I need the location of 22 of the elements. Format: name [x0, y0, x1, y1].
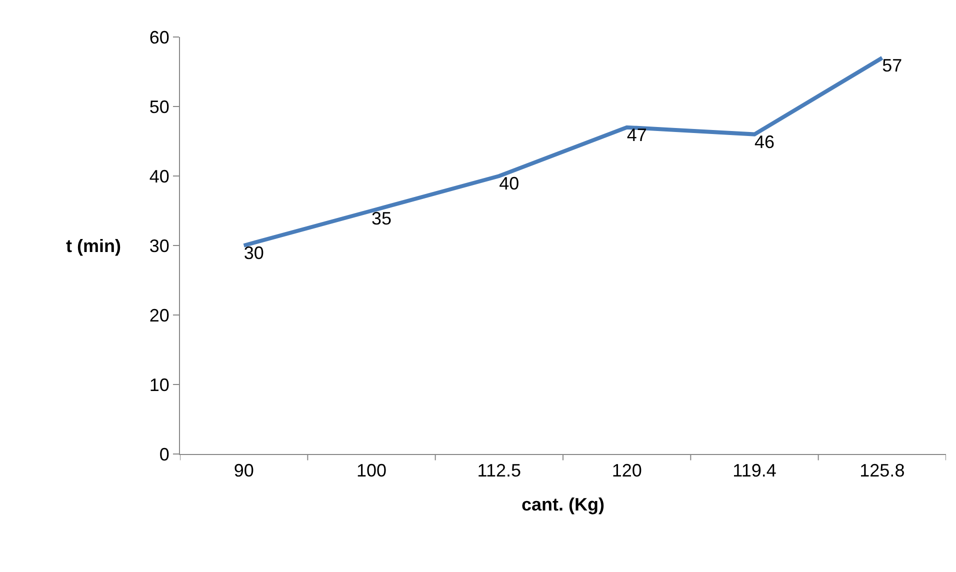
data-label: 47: [626, 124, 647, 145]
x-tick-label: 100: [356, 460, 387, 481]
y-tick-label: 30: [149, 236, 170, 256]
data-label: 35: [372, 208, 392, 228]
y-tick-label: 20: [149, 305, 170, 326]
y-tick-label: 60: [149, 27, 170, 48]
y-tick-label: 50: [149, 96, 170, 117]
data-label: 57: [882, 55, 902, 76]
data-label: 30: [244, 243, 264, 263]
x-tick-label: 119.4: [732, 460, 776, 481]
x-tick-label: 120: [612, 460, 642, 481]
x-axis-title: cant. (Kg): [522, 494, 604, 515]
data-label: 46: [754, 132, 775, 152]
x-tick-label: 112.5: [477, 460, 522, 481]
x-tick-label: 125.8: [860, 460, 905, 481]
y-tick-label: 10: [149, 374, 170, 395]
y-tick-label: 0: [159, 444, 170, 464]
x-tick-label: 90: [234, 460, 254, 481]
line-series: [242, 56, 884, 248]
data-label: 40: [499, 174, 520, 194]
y-axis-title: t (min): [66, 236, 121, 256]
y-tick-label: 40: [149, 166, 170, 186]
